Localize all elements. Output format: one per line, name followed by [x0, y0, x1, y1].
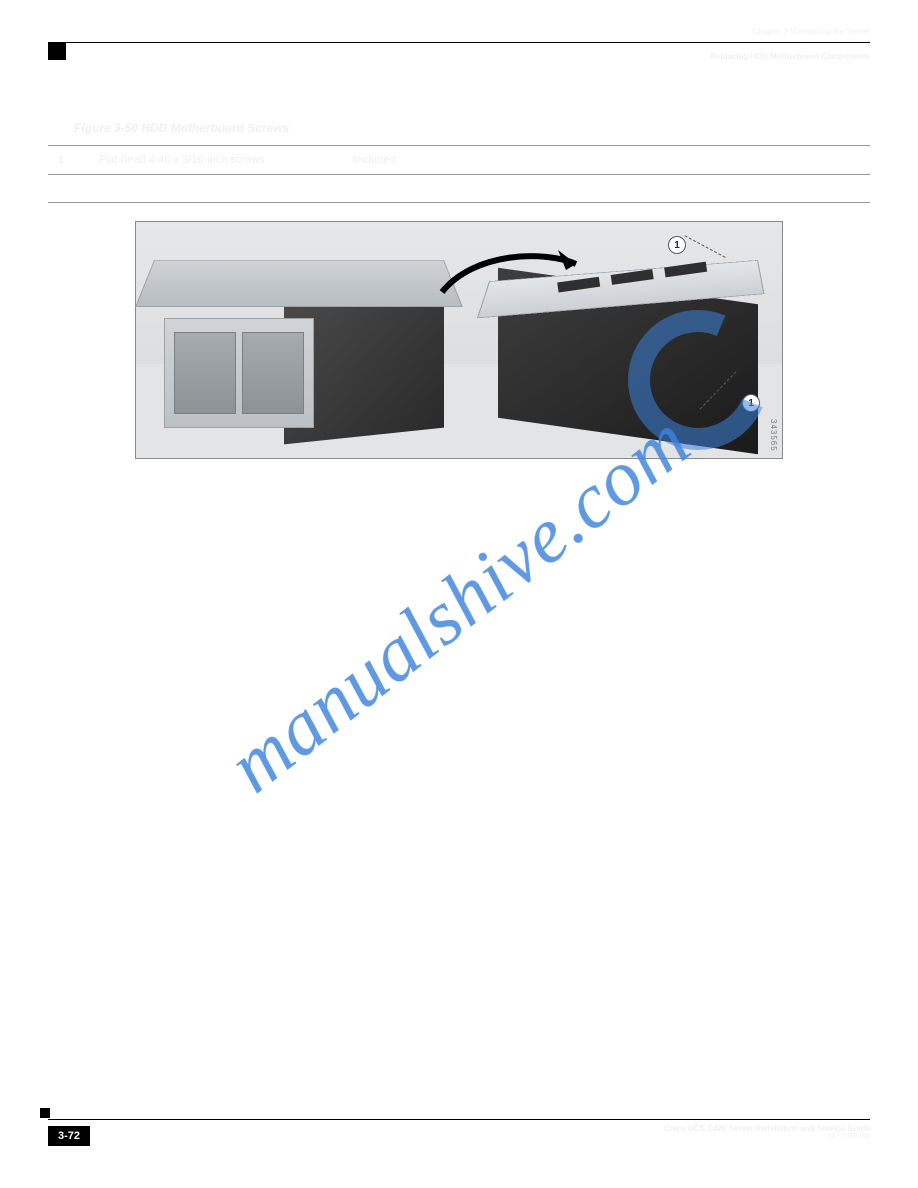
table-cell	[344, 175, 459, 203]
figure-image: 1 1 343565	[135, 221, 783, 459]
page-top-rule: Chapter 3 Maintaining the Server	[48, 42, 870, 62]
table-cell	[681, 146, 870, 175]
image-number: 343565	[769, 419, 778, 452]
chapter-header: Chapter 3 Maintaining the Server	[753, 27, 870, 36]
device-isometric	[154, 260, 444, 438]
table-cell	[681, 175, 870, 203]
ol-number: OL-27640-01	[48, 1133, 870, 1140]
table-cell: 1	[48, 146, 89, 175]
callout-bubble: 1	[668, 236, 686, 254]
page-number: 3-72	[48, 1126, 90, 1146]
page-footer: Cisco UCS C420 Server Installation and S…	[48, 1119, 870, 1140]
table-cell	[459, 175, 500, 203]
table-cell	[500, 146, 681, 175]
parts-table: 1 Flat-head 4-40 x 3/16-inch screws Incl…	[48, 145, 870, 203]
corner-marker-bottom	[40, 1108, 50, 1118]
callout-bubble: 1	[742, 394, 760, 412]
table-cell: Flat-head 4-40 x 3/16-inch screws	[89, 146, 344, 175]
table-cell	[459, 146, 500, 175]
publication-title: Cisco UCS C420 Server Installation and S…	[48, 1124, 870, 1133]
device-detail	[498, 242, 758, 442]
table-cell	[500, 175, 681, 203]
table-cell: Included	[344, 146, 459, 175]
table-cell	[89, 175, 344, 203]
figure-caption: Figure 3-50 HDD Motherboard Screws	[48, 121, 870, 135]
corner-marker-top	[48, 42, 66, 60]
table-cell	[48, 175, 89, 203]
